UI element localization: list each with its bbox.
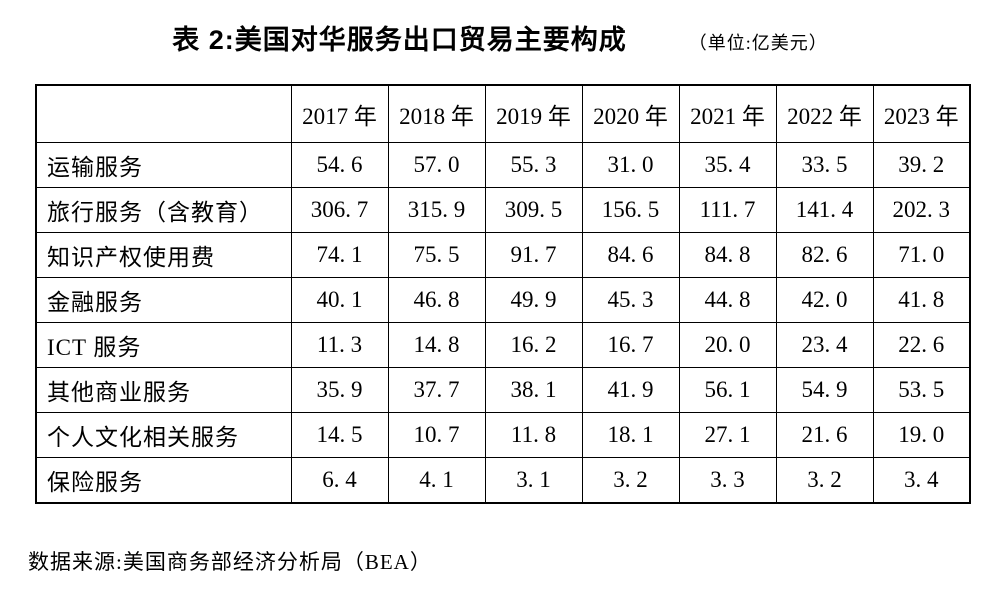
value-cell: 53. 5 [872, 367, 971, 413]
value-cell: 22. 6 [872, 322, 971, 368]
value-cell: 40. 1 [290, 277, 389, 323]
value-cell: 23. 4 [775, 322, 874, 368]
year-header-cell: 2018 年 [387, 84, 486, 143]
value-cell: 14. 5 [290, 412, 389, 458]
value-cell: 3. 4 [872, 457, 971, 504]
year-header-cell: 2021 年 [678, 84, 777, 143]
value-cell: 54. 9 [775, 367, 874, 413]
corner-cell [35, 84, 292, 143]
value-cell: 38. 1 [484, 367, 583, 413]
value-cell: 49. 9 [484, 277, 583, 323]
value-cell: 56. 1 [678, 367, 777, 413]
value-cell: 37. 7 [387, 367, 486, 413]
value-cell: 3. 3 [678, 457, 777, 504]
row-label-cell: 保险服务 [35, 457, 292, 504]
row-label-cell: 运输服务 [35, 142, 292, 188]
value-cell: 31. 0 [581, 142, 680, 188]
page-title: 表 2:美国对华服务出口贸易主要构成 [172, 25, 627, 55]
row-label-cell: 个人文化相关服务 [35, 412, 292, 458]
table-head-row: 2017 年 2018 年 2019 年 2020 年 2021 年 2022 年 2023… [35, 84, 971, 143]
value-cell: 3. 2 [775, 457, 874, 504]
table-row: 个人文化相关服务 14. 5 10. 7 11. 8 18. 1 27. 1 21. 6 19… [35, 412, 971, 458]
row-label-cell: 知识产权使用费 [35, 232, 292, 278]
year-header-cell: 2023 年 [872, 84, 971, 143]
value-cell: 14. 8 [387, 322, 486, 368]
table-row: 保险服务 6. 4 4. 1 3. 1 3. 2 3. 3 3. 2 3. 4 [35, 457, 971, 504]
table-row: ICT 服务 11. 3 14. 8 16. 2 16. 7 20. 0 23. 4 22. … [35, 322, 971, 368]
value-cell: 309. 5 [484, 187, 583, 233]
value-cell: 45. 3 [581, 277, 680, 323]
value-cell: 111. 7 [678, 187, 777, 233]
value-cell: 35. 9 [290, 367, 389, 413]
year-header-cell: 2022 年 [775, 84, 874, 143]
table-row: 知识产权使用费 74. 1 75. 5 91. 7 84. 6 84. 8 82. 6 71.… [35, 232, 971, 278]
value-cell: 75. 5 [387, 232, 486, 278]
value-cell: 54. 6 [290, 142, 389, 188]
row-label-cell: ICT 服务 [35, 322, 292, 368]
value-cell: 42. 0 [775, 277, 874, 323]
unit-label: （单位:亿美元） [688, 33, 828, 53]
value-cell: 74. 1 [290, 232, 389, 278]
source-note: 数据来源:美国商务部经济分析局（BEA） [28, 550, 432, 574]
value-cell: 57. 0 [387, 142, 486, 188]
value-cell: 39. 2 [872, 142, 971, 188]
value-cell: 306. 7 [290, 187, 389, 233]
year-header-cell: 2019 年 [484, 84, 583, 143]
value-cell: 11. 3 [290, 322, 389, 368]
row-label-cell: 金融服务 [35, 277, 292, 323]
value-cell: 46. 8 [387, 277, 486, 323]
value-cell: 16. 2 [484, 322, 583, 368]
value-cell: 33. 5 [775, 142, 874, 188]
value-cell: 3. 2 [581, 457, 680, 504]
table-row: 其他商业服务 35. 9 37. 7 38. 1 41. 9 56. 1 54. 9 53. … [35, 367, 971, 413]
value-cell: 18. 1 [581, 412, 680, 458]
value-cell: 84. 6 [581, 232, 680, 278]
value-cell: 27. 1 [678, 412, 777, 458]
year-header-cell: 2020 年 [581, 84, 680, 143]
value-cell: 3. 1 [484, 457, 583, 504]
value-cell: 35. 4 [678, 142, 777, 188]
value-cell: 315. 9 [387, 187, 486, 233]
value-cell: 41. 8 [872, 277, 971, 323]
value-cell: 41. 9 [581, 367, 680, 413]
value-cell: 4. 1 [387, 457, 486, 504]
value-cell: 16. 7 [581, 322, 680, 368]
value-cell: 55. 3 [484, 142, 583, 188]
value-cell: 6. 4 [290, 457, 389, 504]
value-cell: 82. 6 [775, 232, 874, 278]
row-label-cell: 旅行服务（含教育） [35, 187, 292, 233]
value-cell: 141. 4 [775, 187, 874, 233]
year-header-cell: 2017 年 [290, 84, 389, 143]
table-row: 金融服务 40. 1 46. 8 49. 9 45. 3 44. 8 42. 0 41. 8 [35, 277, 971, 323]
value-cell: 21. 6 [775, 412, 874, 458]
value-cell: 156. 5 [581, 187, 680, 233]
value-cell: 19. 0 [872, 412, 971, 458]
row-label-cell: 其他商业服务 [35, 367, 292, 413]
data-table: 2017 年 2018 年 2019 年 2020 年 2021 年 2022 年 2023… [35, 84, 971, 504]
table-title-bar: 表 2:美国对华服务出口贸易主要构成 （单位:亿美元） [0, 18, 1000, 57]
value-cell: 10. 7 [387, 412, 486, 458]
value-cell: 20. 0 [678, 322, 777, 368]
table-row: 运输服务 54. 6 57. 0 55. 3 31. 0 35. 4 33. 5 39. 2 [35, 142, 971, 188]
value-cell: 202. 3 [872, 187, 971, 233]
value-cell: 84. 8 [678, 232, 777, 278]
value-cell: 91. 7 [484, 232, 583, 278]
value-cell: 11. 8 [484, 412, 583, 458]
value-cell: 71. 0 [872, 232, 971, 278]
value-cell: 44. 8 [678, 277, 777, 323]
